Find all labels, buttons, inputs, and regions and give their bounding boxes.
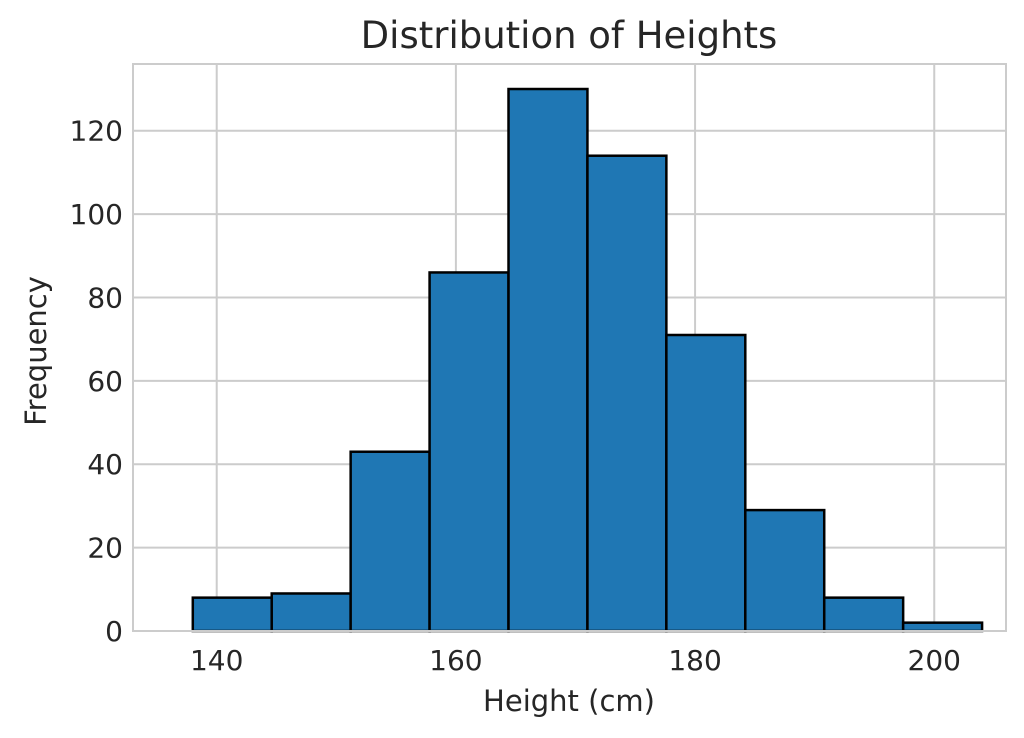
y-tick-label: 20 xyxy=(87,532,123,565)
x-tick-label: 200 xyxy=(908,644,961,677)
histogram-bar xyxy=(191,596,273,633)
chart-title: Distribution of Heights xyxy=(361,14,778,57)
y-tick-label: 100 xyxy=(70,198,123,231)
histogram-bar xyxy=(665,333,747,633)
y-axis-label: Frequency xyxy=(19,276,53,426)
y-tick-label: 120 xyxy=(70,115,123,148)
x-axis-ticks: 140 160 180 200 xyxy=(190,644,961,677)
histogram-bar xyxy=(349,450,431,633)
plot-frame xyxy=(132,63,1007,632)
x-tick-label: 180 xyxy=(668,644,721,677)
histogram-bar xyxy=(507,87,589,633)
y-tick-label: 40 xyxy=(87,448,123,481)
histogram-bar xyxy=(428,271,510,633)
histogram-bar xyxy=(822,596,905,633)
y-tick-label: 0 xyxy=(105,615,123,648)
histogram-bar xyxy=(744,508,826,633)
y-tick-label: 60 xyxy=(87,365,123,398)
x-tick-label: 140 xyxy=(190,644,243,677)
y-axis-ticks: 0 20 40 60 80 100 120 xyxy=(70,115,123,648)
histogram-bar xyxy=(586,154,668,633)
histogram-bar xyxy=(270,592,352,633)
x-tick-label: 160 xyxy=(429,644,482,677)
y-tick-label: 80 xyxy=(87,281,123,314)
histogram-bars xyxy=(191,87,984,633)
x-axis-label: Height (cm) xyxy=(483,684,655,718)
histogram-bar xyxy=(901,621,984,633)
